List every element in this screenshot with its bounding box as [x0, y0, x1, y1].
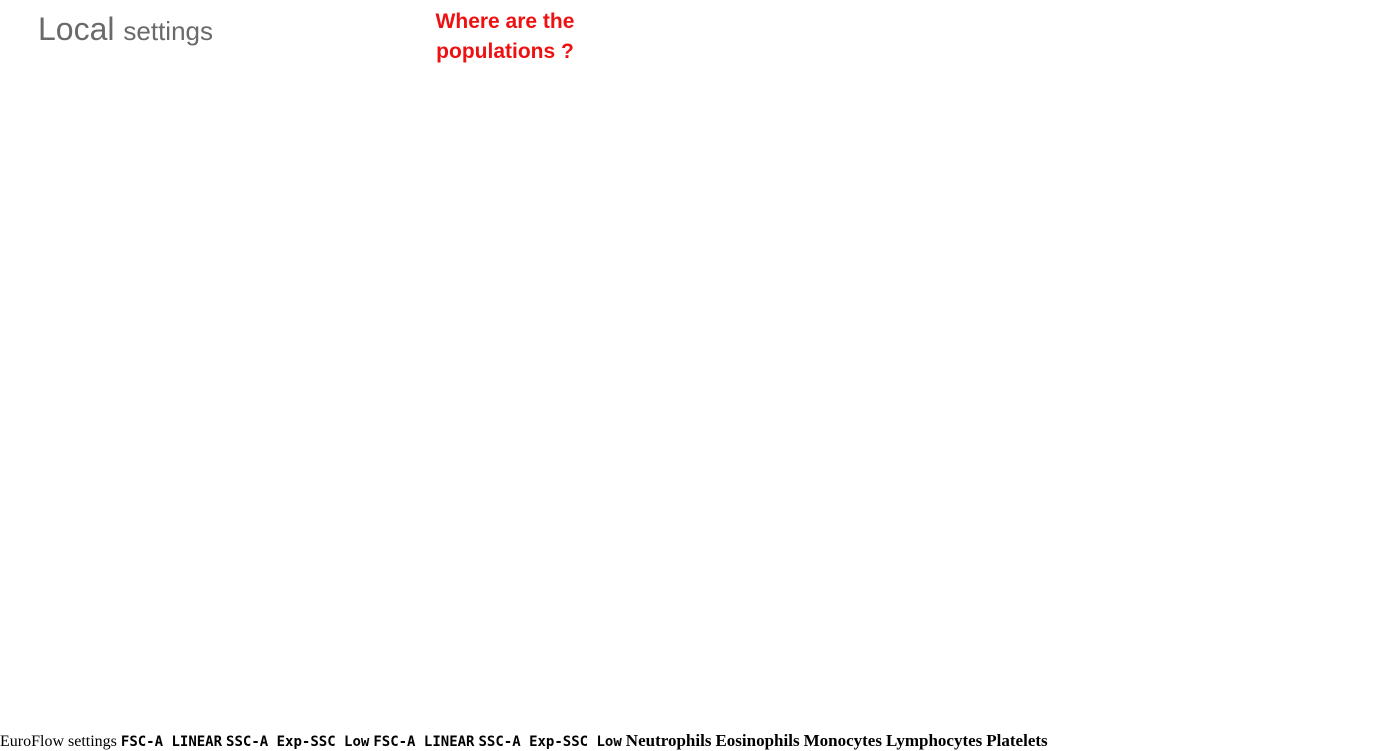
x-axis-label: FSC-A LINEAR: [373, 734, 474, 750]
x-axis-label: FSC-A LINEAR: [121, 734, 222, 750]
cell-label: Monocytes: [804, 731, 882, 750]
title-left: Local settings: [38, 11, 213, 47]
y-axis-label: SSC-A Exp-SSC Low: [479, 734, 622, 750]
cell-label: Neutrophils: [626, 731, 712, 750]
cell-image: Neutrophils Eosinophils Monocytes Lympho…: [626, 733, 1048, 750]
slide: Local settings Where are the populations …: [0, 0, 1381, 731]
cell-label: Lymphocytes: [886, 731, 982, 750]
y-axis-label: SSC-A Exp-SSC Low: [226, 734, 369, 750]
cell-image: Neutrophils Eosinophils Monocytes Lympho…: [626, 733, 1048, 750]
cell-label: Platelets: [986, 731, 1047, 750]
annotation-arrow: Neutrophils Eosinophils Monocytes Lympho…: [626, 733, 1048, 750]
title-right: EuroFlow settings: [0, 733, 117, 750]
annotation-arrow-head: Neutrophils Eosinophils Monocytes Lympho…: [626, 733, 1048, 750]
cell-image: Neutrophils Eosinophils Monocytes Lympho…: [626, 733, 1048, 750]
cell-image: Neutrophils Eosinophils Monocytes Lympho…: [626, 733, 1048, 750]
annotation-line: Where are the: [436, 10, 575, 33]
annotation: Where are the populations ?: [436, 10, 575, 63]
title-big: Local: [38, 11, 115, 47]
cell-label: Eosinophils: [715, 731, 799, 750]
annotation-line: populations ?: [436, 40, 574, 63]
title-small: settings: [123, 16, 213, 46]
